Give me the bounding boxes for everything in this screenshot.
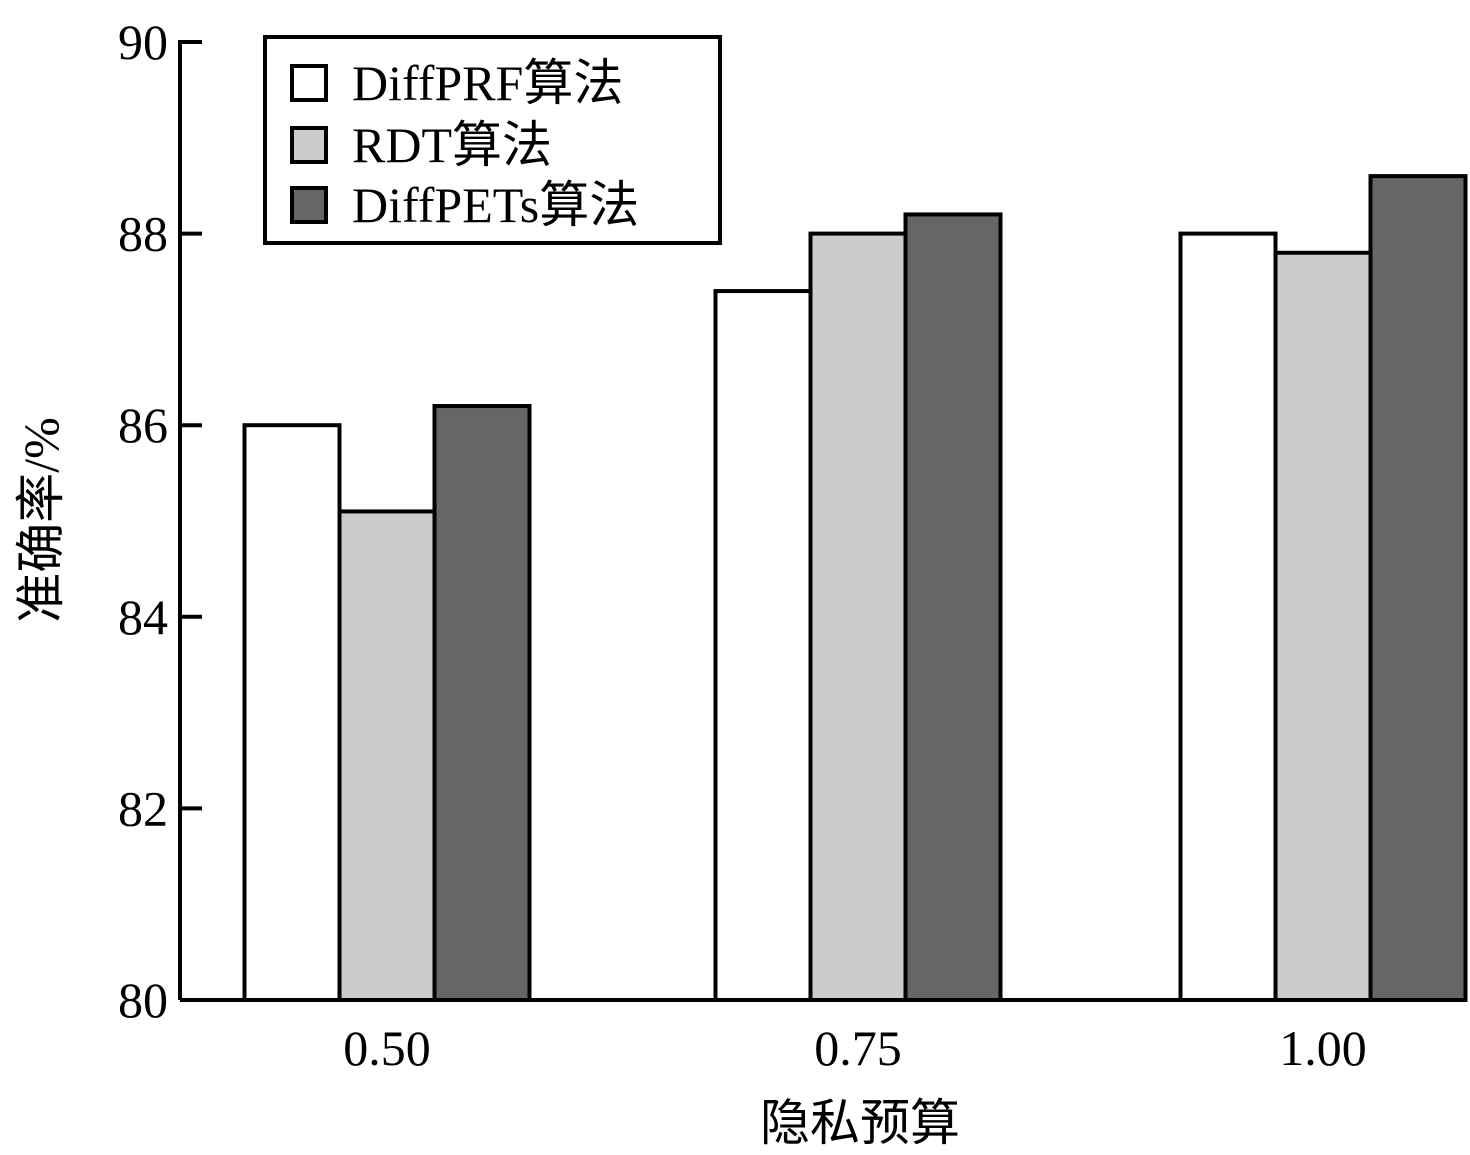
y-tick-label-3: 84 [118,589,168,645]
y-tick-label-1: 80 [118,972,168,1028]
legend-label-3: DiffPETs算法 [352,177,639,233]
axes-group: 80 82 84 86 88 90 0.50 0.75 1.00 [118,14,1465,1076]
bar-3-3 [1368,174,1468,1002]
legend-swatch-1 [290,64,328,102]
bar-2-1 [337,509,437,1002]
y-tick-label-2: 82 [118,780,168,836]
y-axis-label: 准确率/% [13,417,69,623]
x-tick-label-1: 0.50 [343,1020,431,1076]
legend-label-1: DiffPRF算法 [352,55,623,111]
y-tick-label-4: 86 [118,397,168,453]
bar-3-1 [432,404,532,1003]
bar-1-1 [242,423,342,1002]
x-tick-label-2: 0.75 [814,1020,902,1076]
bar-1-2 [713,289,813,1002]
bars-group [242,174,1468,1003]
bar-3-2 [903,212,1003,1002]
legend-swatch-3 [290,186,328,224]
y-tick-label-6: 90 [118,14,168,70]
legend-box [263,35,722,245]
legend-swatch-2 [290,126,328,164]
x-axis-label: 隐私预算 [760,1095,960,1151]
y-tick-label-5: 88 [118,206,168,262]
legend-label-2: RDT算法 [352,117,552,173]
x-tick-label-3: 1.00 [1279,1020,1367,1076]
bar-2-3 [1273,250,1373,1002]
bar-1-3 [1178,231,1278,1003]
bar-2-2 [808,231,908,1003]
